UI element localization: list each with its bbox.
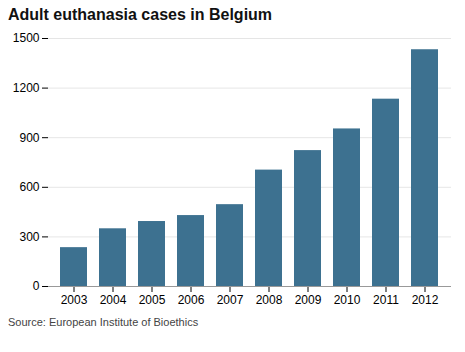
html-text:Adult euthanasia cases in Belg: Adult euthanasia cases in Belgium	[8, 6, 273, 23]
svg-text:900: 900	[19, 131, 39, 145]
svg-text:300: 300	[19, 230, 39, 244]
svg-text:2008: 2008	[256, 293, 283, 307]
svg-text:2004: 2004	[100, 293, 127, 307]
svg-text:2009: 2009	[295, 293, 322, 307]
svg-text:2007: 2007	[217, 293, 244, 307]
svg-text:2006: 2006	[178, 293, 205, 307]
svg-text:2005: 2005	[139, 293, 166, 307]
svg-text:2003: 2003	[61, 293, 88, 307]
svg-text:2012: 2012	[412, 293, 439, 307]
html-text:Source: European Institute of: Source: European Institute of Bioethics	[8, 316, 199, 328]
svg-text:0: 0	[33, 279, 40, 293]
svg-text:600: 600	[19, 180, 39, 194]
svg-text:1200: 1200	[13, 81, 40, 95]
svg-text:2011: 2011	[373, 293, 399, 307]
svg-text:2010: 2010	[334, 293, 361, 307]
svg-text:1500: 1500	[13, 31, 40, 45]
